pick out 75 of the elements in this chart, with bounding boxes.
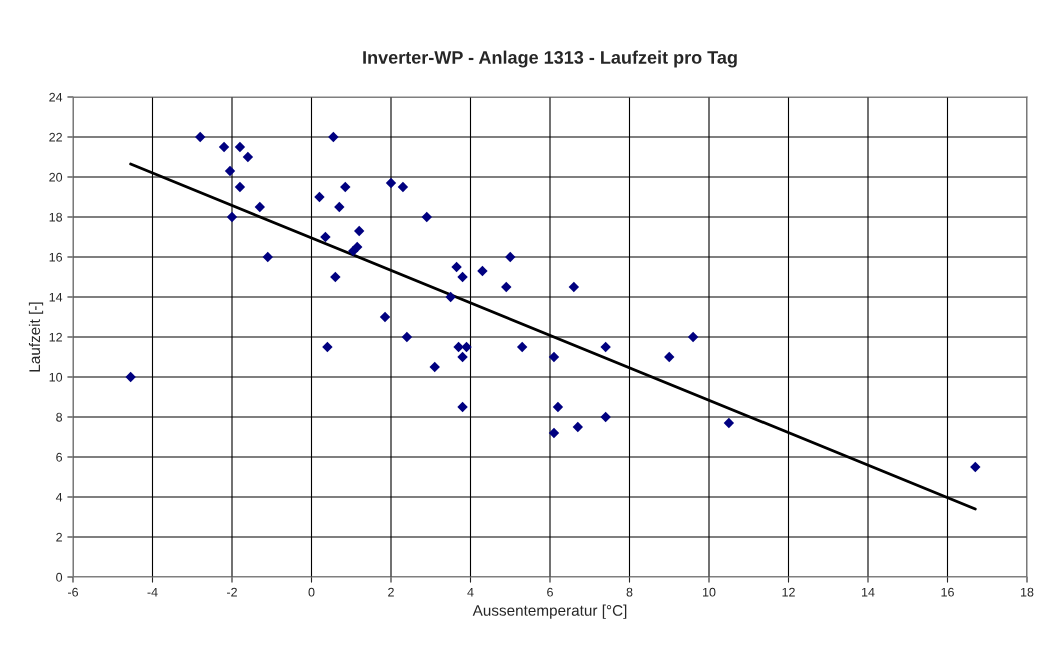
point	[352, 241, 363, 253]
y-tick-label: 2	[56, 532, 62, 542]
y-tick-label: 8	[56, 412, 63, 422]
point	[234, 181, 246, 193]
y-tick-label: 4	[55, 492, 63, 502]
point	[195, 131, 206, 143]
y-tick-label: 6	[56, 452, 63, 462]
point	[723, 417, 735, 429]
y-tick-label: 16	[49, 252, 63, 262]
x-tick-label: 16	[941, 587, 954, 597]
x-tick-label: 2	[388, 587, 394, 597]
x-axis-title: Aussentemperatur [°C]	[472, 604, 627, 619]
point	[262, 251, 273, 263]
point	[445, 291, 456, 303]
point	[501, 281, 512, 293]
y-tick-label: 0	[56, 572, 63, 582]
y-tick-label: 22	[49, 132, 62, 142]
point	[328, 131, 339, 143]
point	[224, 165, 236, 177]
point	[421, 211, 432, 223]
point	[664, 351, 675, 363]
y-tick-label: 14	[49, 292, 63, 302]
y-axis-title: Laufzeit [-]	[28, 302, 44, 372]
point	[334, 201, 345, 213]
point	[320, 231, 331, 243]
point	[340, 181, 351, 193]
y-tick-label: 24	[49, 92, 63, 102]
point	[970, 461, 981, 473]
point	[572, 421, 584, 433]
point	[600, 411, 611, 423]
point	[548, 427, 560, 439]
x-tick-label: 14	[862, 587, 875, 597]
point	[218, 141, 230, 153]
point	[242, 151, 254, 163]
x-tick-label: 8	[626, 587, 633, 597]
point	[548, 351, 560, 363]
point	[600, 341, 611, 353]
point	[429, 361, 440, 373]
y-tick-label: 20	[49, 172, 63, 182]
point	[254, 201, 266, 213]
point	[234, 141, 246, 153]
point	[552, 401, 564, 413]
point	[385, 177, 397, 189]
point	[226, 211, 238, 223]
x-tick-label: -4	[147, 587, 158, 597]
x-tick-label: 0	[308, 587, 315, 597]
x-tick-label: 4	[467, 587, 474, 597]
point	[451, 261, 462, 273]
point	[461, 341, 472, 353]
point	[354, 225, 365, 237]
point	[568, 281, 580, 293]
y-tick-label: 12	[49, 332, 62, 342]
point	[322, 341, 333, 353]
point	[477, 265, 488, 277]
point	[125, 371, 136, 383]
x-tick-label: 12	[782, 587, 795, 597]
x-tick-label: 18	[1021, 587, 1034, 597]
point	[457, 351, 468, 363]
point	[314, 191, 325, 203]
point	[687, 331, 699, 343]
x-tick-label: -6	[68, 587, 79, 597]
y-tick-label: 18	[49, 212, 63, 222]
x-tick-label: -2	[227, 587, 237, 597]
point	[505, 251, 516, 263]
chart-title: Inverter-WP - Anlage 1313 - Laufzeit pro Tag	[363, 50, 737, 68]
point	[401, 331, 413, 343]
point	[457, 271, 468, 283]
x-tick-label: 10	[703, 587, 716, 597]
y-tick-label: 10	[49, 372, 63, 382]
point	[379, 311, 391, 323]
x-tick-label: 6	[547, 587, 553, 597]
point	[457, 401, 468, 413]
point	[330, 271, 341, 283]
point	[516, 341, 528, 353]
point	[397, 181, 409, 193]
